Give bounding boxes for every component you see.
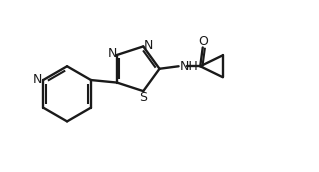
- Text: N: N: [107, 47, 117, 60]
- Text: N: N: [33, 73, 42, 86]
- Text: NH: NH: [180, 60, 199, 73]
- Text: S: S: [140, 91, 148, 104]
- Text: O: O: [198, 35, 208, 49]
- Text: N: N: [144, 39, 153, 52]
